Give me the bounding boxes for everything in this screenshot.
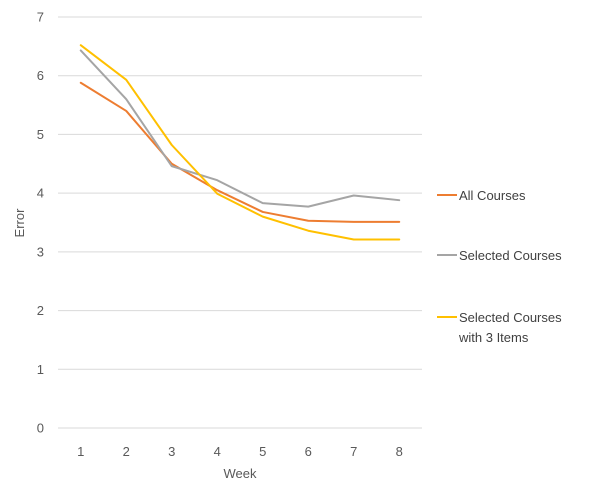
y-tick-label: 1 (37, 362, 44, 377)
series-line-1 (79, 81, 401, 223)
series-lines (79, 44, 401, 241)
y-tick-label: 7 (37, 10, 44, 25)
x-tick-label: 7 (350, 444, 357, 459)
x-tick-label: 1 (77, 444, 84, 459)
legend-label: Selected Courses (459, 310, 562, 325)
legend-label: All Courses (459, 188, 526, 203)
x-axis-title: Week (224, 466, 257, 481)
y-tick-label: 3 (37, 244, 44, 259)
y-axis-ticks: 0 1 2 3 4 5 6 7 (37, 10, 44, 436)
legend-item-1: All Courses (437, 188, 526, 203)
series-line-2 (79, 49, 401, 208)
x-axis-ticks: 1 2 3 4 5 6 7 8 (77, 444, 403, 459)
legend-item-2: Selected Courses (437, 248, 562, 263)
y-tick-label: 5 (37, 127, 44, 142)
y-tick-label: 6 (37, 68, 44, 83)
y-axis-title: Error (12, 208, 27, 238)
y-tick-label: 4 (37, 186, 44, 201)
x-tick-label: 4 (214, 444, 221, 459)
legend-label: with 3 Items (458, 330, 529, 345)
y-tick-label: 0 (37, 421, 44, 436)
x-tick-label: 2 (123, 444, 130, 459)
x-tick-label: 6 (305, 444, 312, 459)
x-tick-label: 5 (259, 444, 266, 459)
x-tick-label: 3 (168, 444, 175, 459)
y-tick-label: 2 (37, 303, 44, 318)
series-line-3 (79, 44, 401, 241)
x-tick-label: 8 (396, 444, 403, 459)
legend-item-3: Selected Courses with 3 Items (437, 310, 562, 345)
legend-label: Selected Courses (459, 248, 562, 263)
gridlines (58, 16, 422, 370)
